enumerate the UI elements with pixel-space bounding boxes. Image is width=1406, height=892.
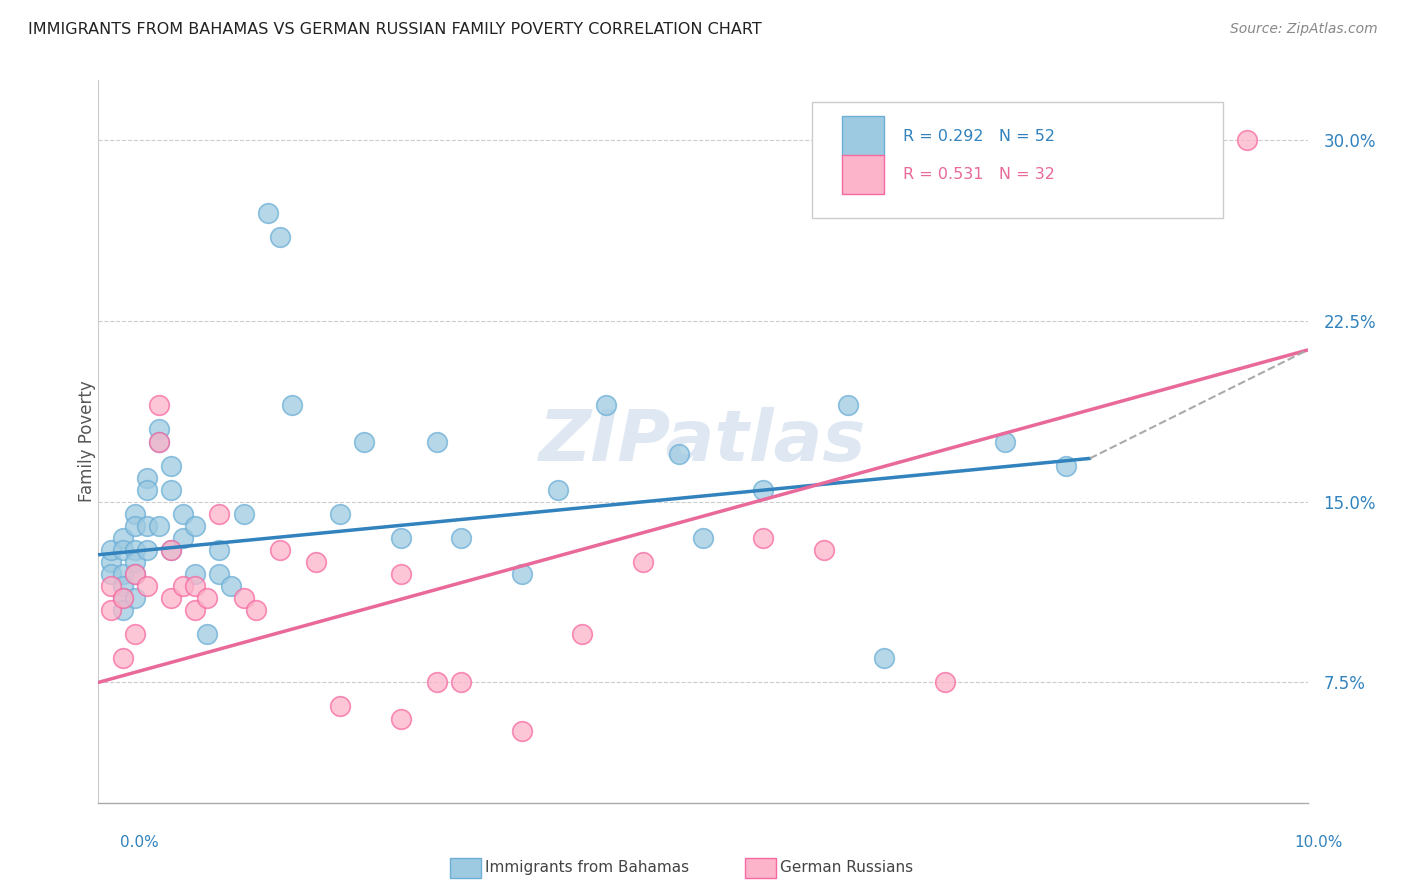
Point	[100, 579, 122, 593]
Text: 10.0%: 10.0%	[1295, 836, 1343, 850]
Point	[172, 531, 194, 545]
Point	[100, 555, 122, 569]
Point	[281, 398, 304, 412]
Point	[160, 591, 183, 606]
Point	[752, 483, 775, 497]
Point	[389, 567, 412, 582]
Point	[510, 723, 533, 738]
Point	[426, 675, 449, 690]
Point	[184, 603, 207, 617]
Point	[752, 531, 775, 545]
Point	[124, 627, 146, 641]
Point	[160, 542, 183, 557]
Point	[571, 627, 593, 641]
Point	[172, 579, 194, 593]
Point	[124, 555, 146, 569]
Text: IMMIGRANTS FROM BAHAMAS VS GERMAN RUSSIAN FAMILY POVERTY CORRELATION CHART: IMMIGRANTS FROM BAHAMAS VS GERMAN RUSSIA…	[28, 22, 762, 37]
Point	[135, 518, 157, 533]
Point	[124, 567, 146, 582]
Point	[329, 507, 352, 521]
Point	[100, 567, 122, 582]
Point	[172, 507, 194, 521]
FancyBboxPatch shape	[811, 102, 1223, 218]
Point	[195, 591, 218, 606]
Point	[111, 531, 134, 545]
Text: 0.0%: 0.0%	[120, 836, 159, 850]
Point	[668, 446, 690, 460]
Point	[135, 542, 157, 557]
Point	[450, 675, 472, 690]
Point	[111, 542, 134, 557]
Point	[148, 434, 170, 449]
Point	[208, 507, 231, 521]
Text: ZIPatlas: ZIPatlas	[540, 407, 866, 476]
Point	[195, 627, 218, 641]
Point	[232, 507, 254, 521]
Point	[148, 434, 170, 449]
Text: German Russians: German Russians	[780, 861, 914, 875]
Point	[124, 518, 146, 533]
Point	[111, 651, 134, 665]
Text: Source: ZipAtlas.com: Source: ZipAtlas.com	[1230, 22, 1378, 37]
FancyBboxPatch shape	[842, 154, 884, 194]
Point	[184, 567, 207, 582]
Point	[100, 542, 122, 557]
Point	[184, 518, 207, 533]
Point	[160, 483, 183, 497]
Point	[111, 591, 134, 606]
Point	[124, 567, 146, 582]
Point	[100, 603, 122, 617]
Point	[837, 398, 859, 412]
Point	[124, 591, 146, 606]
Point	[426, 434, 449, 449]
Point	[184, 579, 207, 593]
Point	[873, 651, 896, 665]
Point	[160, 458, 183, 473]
Point	[813, 542, 835, 557]
Point	[111, 579, 134, 593]
Point	[148, 398, 170, 412]
Point	[208, 567, 231, 582]
Point	[353, 434, 375, 449]
Point	[148, 423, 170, 437]
Point	[450, 531, 472, 545]
Y-axis label: Family Poverty: Family Poverty	[79, 381, 96, 502]
Point	[135, 579, 157, 593]
Point	[245, 603, 267, 617]
Point	[135, 470, 157, 484]
Point	[256, 205, 278, 219]
Point	[631, 555, 654, 569]
Point	[111, 603, 134, 617]
Point	[124, 507, 146, 521]
Point	[221, 579, 243, 593]
Point	[389, 712, 412, 726]
Text: R = 0.292   N = 52: R = 0.292 N = 52	[903, 128, 1054, 144]
Point	[269, 229, 291, 244]
Point	[934, 675, 956, 690]
Point	[510, 567, 533, 582]
Point	[595, 398, 617, 412]
Text: R = 0.531   N = 32: R = 0.531 N = 32	[903, 167, 1054, 182]
Text: Immigrants from Bahamas: Immigrants from Bahamas	[485, 861, 689, 875]
Point	[232, 591, 254, 606]
Point	[329, 699, 352, 714]
Point	[1236, 133, 1258, 147]
Point	[389, 531, 412, 545]
Point	[124, 542, 146, 557]
FancyBboxPatch shape	[842, 117, 884, 156]
Point	[994, 434, 1017, 449]
Point	[111, 591, 134, 606]
Point	[111, 567, 134, 582]
Point	[269, 542, 291, 557]
Point	[208, 542, 231, 557]
Point	[148, 518, 170, 533]
Point	[305, 555, 328, 569]
Point	[160, 542, 183, 557]
Point	[1054, 458, 1077, 473]
Point	[692, 531, 714, 545]
Point	[547, 483, 569, 497]
Point	[135, 483, 157, 497]
